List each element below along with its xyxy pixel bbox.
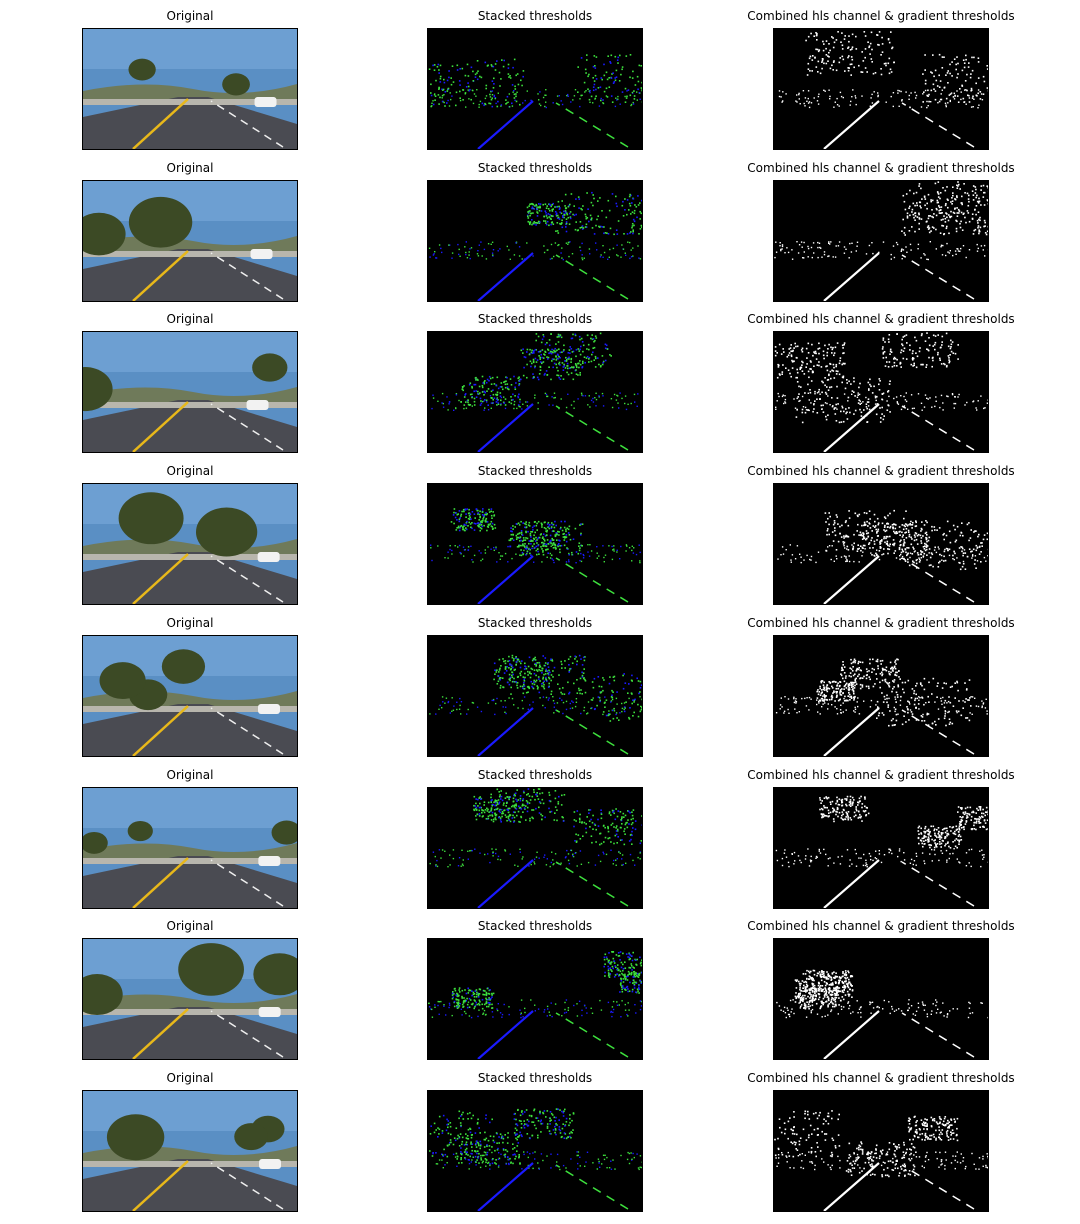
panel-image <box>773 331 989 454</box>
panel-image <box>773 634 989 757</box>
panel-image <box>82 938 298 1061</box>
panel-image <box>427 634 643 757</box>
panel-title: Original <box>166 919 214 934</box>
panel-image <box>82 331 298 454</box>
panel-title: Stacked thresholds <box>477 9 593 23</box>
panel-image <box>82 483 298 606</box>
panel-image <box>427 938 643 1061</box>
panel-image <box>427 331 643 454</box>
panel-title: Stacked thresholds <box>477 767 593 782</box>
panel-title: Stacked thresholds <box>477 919 593 934</box>
panel-title: Original <box>166 767 214 782</box>
panel-image <box>427 179 643 302</box>
panel-image <box>82 634 298 757</box>
panel-image <box>82 179 298 302</box>
panel-image <box>773 1089 989 1212</box>
panel-title: Combined hls channel & gradient threshol… <box>747 1070 1015 1085</box>
panel-title: Combined hls channel & gradient threshol… <box>747 312 1015 327</box>
panel-title: Original <box>166 615 214 630</box>
panel-title: Stacked thresholds <box>477 1070 593 1085</box>
panel-title: Combined hls channel & gradient threshol… <box>747 615 1015 630</box>
panel-title: Combined hls channel & gradient threshol… <box>747 767 1015 782</box>
panel-image <box>82 28 298 150</box>
panel-title: Original <box>166 312 214 327</box>
panel-title: Original <box>166 464 214 479</box>
panel-image <box>427 1089 643 1212</box>
panel-image <box>773 28 989 150</box>
panel-title: Original <box>166 160 214 175</box>
panel-title: Combined hls channel & gradient threshol… <box>747 919 1015 934</box>
panel-title: Stacked thresholds <box>477 615 593 630</box>
panel-title: Original <box>166 9 214 23</box>
panel-image <box>427 483 643 606</box>
panel-image <box>427 786 643 909</box>
panel-title: Combined hls channel & gradient threshol… <box>747 160 1015 175</box>
panel-title: Stacked thresholds <box>477 312 593 327</box>
panel-title: Original <box>166 1070 214 1085</box>
panel-title: Stacked thresholds <box>477 160 593 175</box>
panel-title: Combined hls channel & gradient threshol… <box>747 9 1015 23</box>
panel-image <box>773 786 989 909</box>
panel-image <box>82 786 298 909</box>
panel-title: Combined hls channel & gradient threshol… <box>747 464 1015 479</box>
panel-image <box>773 179 989 302</box>
panel-title: Stacked thresholds <box>477 464 593 479</box>
panel-image <box>773 483 989 606</box>
panel-image <box>82 1089 298 1212</box>
panel-image <box>773 938 989 1061</box>
panel-image <box>427 28 643 150</box>
